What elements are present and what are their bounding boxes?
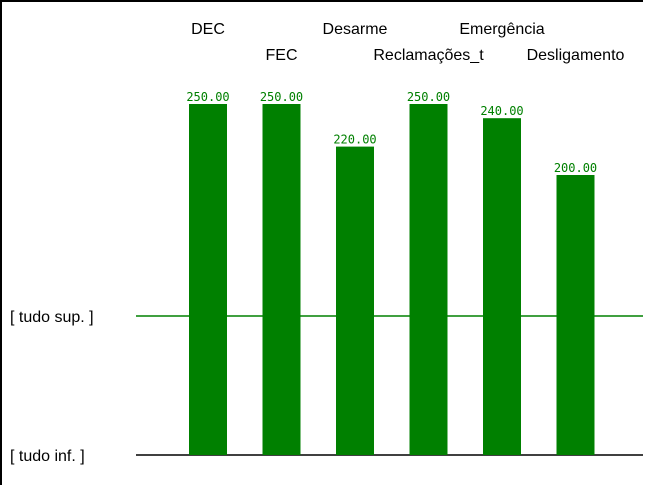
category-label: FEC: [266, 47, 298, 64]
bar: [409, 104, 448, 455]
category-label: Emergência: [459, 21, 544, 38]
category-label: Reclamações_t: [373, 47, 484, 64]
bar-value-label: 240.00: [480, 104, 523, 118]
bar: [262, 104, 301, 455]
bar: [483, 118, 521, 455]
bars-group: [189, 104, 595, 455]
reference-line-label: [ tudo sup. ]: [10, 309, 94, 326]
category-label: Desligamento: [527, 47, 625, 64]
bar: [556, 175, 595, 455]
reference-line-label: [ tudo inf. ]: [10, 448, 85, 465]
reference-lines: [ tudo sup. ] [ tudo inf. ]: [10, 309, 643, 465]
value-labels-group: 250.00 250.00 220.00 250.00 240.00 200.00: [186, 90, 597, 175]
bar-value-label: 250.00: [186, 90, 229, 104]
bar: [189, 104, 227, 455]
bar-value-label: 250.00: [260, 90, 303, 104]
category-label: DEC: [191, 21, 225, 38]
bar-value-label: 220.00: [333, 133, 376, 147]
bar: [336, 146, 374, 455]
bar-value-label: 200.00: [554, 161, 597, 175]
bar-value-label: 250.00: [407, 90, 450, 104]
category-label: Desarme: [323, 21, 388, 38]
category-labels-group: DEC FEC Desarme Reclamações_t Emergência Desl…: [191, 21, 624, 64]
